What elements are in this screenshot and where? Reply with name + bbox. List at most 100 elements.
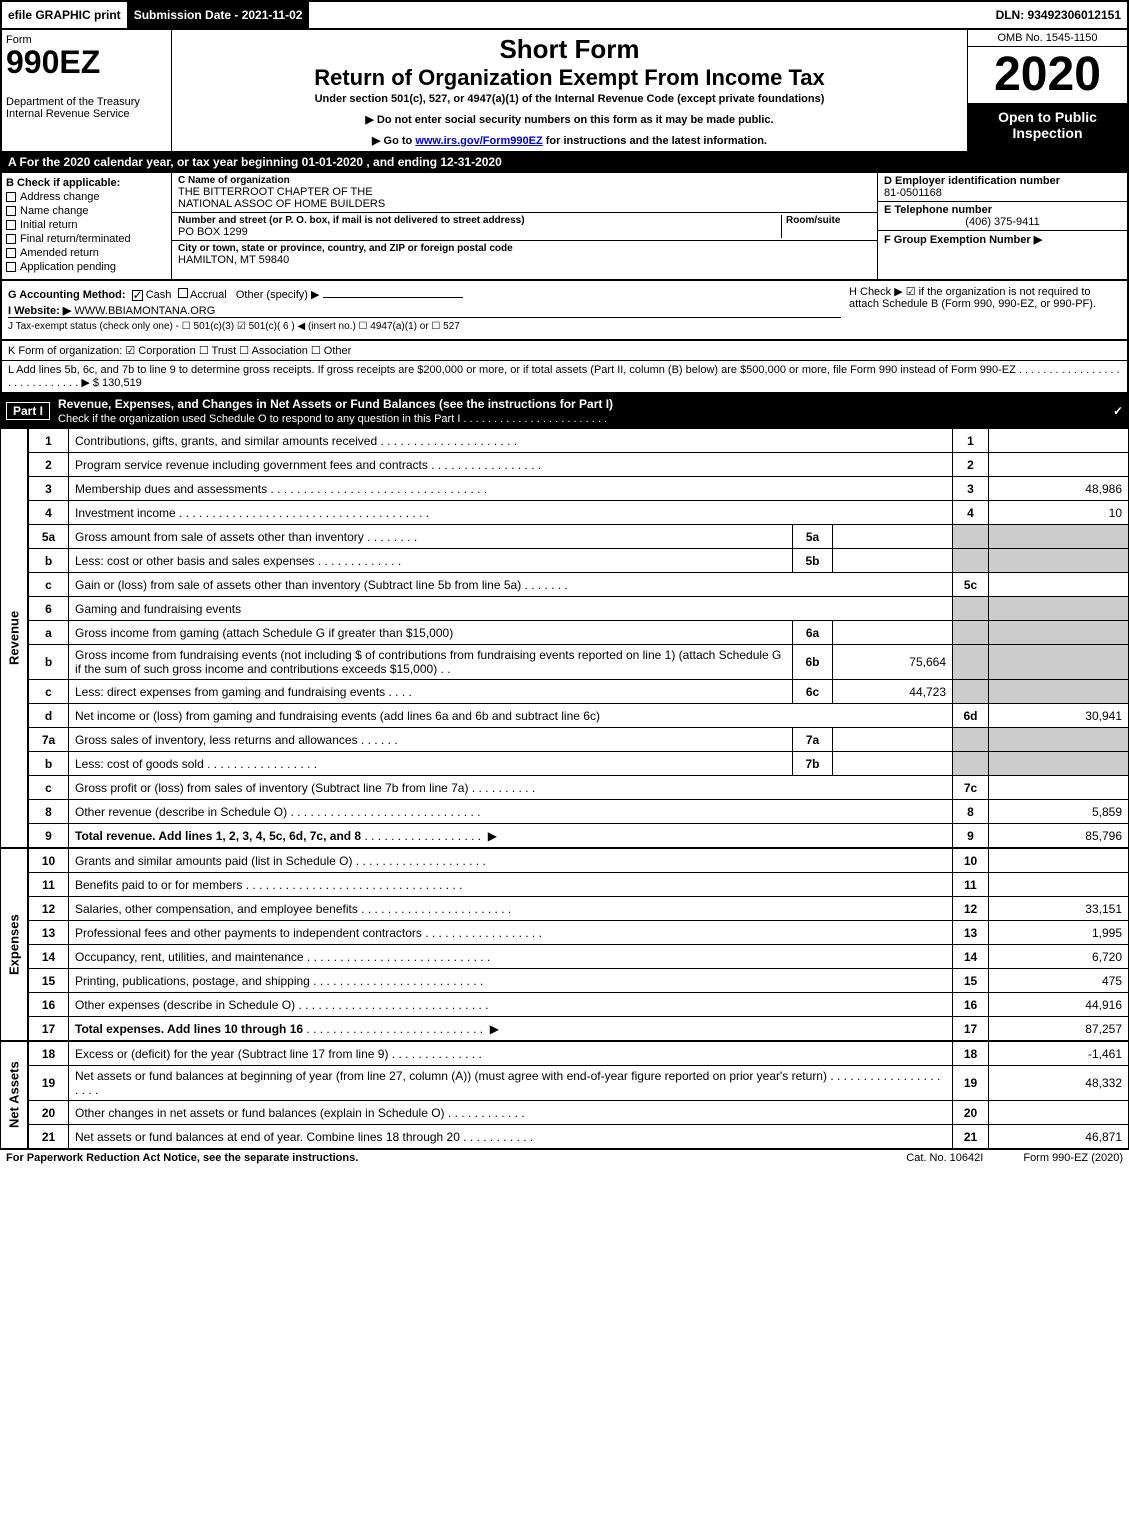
- line-desc: Contributions, gifts, grants, and simila…: [75, 434, 377, 448]
- line-desc: Excess or (deficit) for the year (Subtra…: [75, 1047, 388, 1061]
- box-b: B Check if applicable: Address change Na…: [2, 173, 172, 279]
- k-l-block: K Form of organization: ☑ Corporation ☐ …: [0, 341, 1129, 394]
- other-specify-label: Other (specify) ▶: [236, 289, 320, 301]
- line-desc: Program service revenue including govern…: [75, 458, 428, 472]
- checkbox-icon[interactable]: [6, 234, 16, 244]
- checkbox-icon[interactable]: [6, 192, 16, 202]
- line-8: 8Other revenue (describe in Schedule O) …: [29, 800, 1129, 824]
- line-20: 20Other changes in net assets or fund ba…: [29, 1101, 1129, 1125]
- group-exemption-label: F Group Exemption Number ▶: [884, 234, 1042, 246]
- check-label-text: Application pending: [20, 261, 116, 273]
- info-block: B Check if applicable: Address change Na…: [0, 173, 1129, 281]
- line-19: 19Net assets or fund balances at beginni…: [29, 1066, 1129, 1101]
- shaded-cell: [953, 549, 989, 573]
- check-label-text: Final return/terminated: [20, 233, 131, 245]
- sub-amount: [833, 752, 953, 776]
- check-label-text: Initial return: [20, 219, 77, 231]
- line-14: 14Occupancy, rent, utilities, and mainte…: [29, 945, 1129, 969]
- sub-ref: 7b: [793, 752, 833, 776]
- sub-ref: 6b: [793, 645, 833, 680]
- line-desc: Net assets or fund balances at beginning…: [75, 1069, 827, 1083]
- other-input-line[interactable]: [323, 297, 463, 298]
- line-ref: 13: [953, 921, 989, 945]
- org-name-label: C Name of organization: [178, 175, 871, 186]
- line-desc: Gain or (loss) from sale of assets other…: [75, 578, 521, 592]
- line-21: 21Net assets or fund balances at end of …: [29, 1125, 1129, 1149]
- checkbox-icon: [178, 288, 188, 298]
- line-6a: aGross income from gaming (attach Schedu…: [29, 621, 1129, 645]
- line-ref: 7c: [953, 776, 989, 800]
- line-amount: [989, 429, 1129, 453]
- line-desc: Grants and similar amounts paid (list in…: [75, 854, 352, 868]
- revenue-table: 1 Contributions, gifts, grants, and simil…: [28, 428, 1129, 848]
- form-header: Form 990EZ Department of the Treasury In…: [0, 30, 1129, 153]
- check-address-change[interactable]: Address change: [6, 191, 167, 203]
- check-name-change[interactable]: Name change: [6, 205, 167, 217]
- checkbox-icon[interactable]: [6, 248, 16, 258]
- website-value[interactable]: WWW.BBIAMONTANA.ORG: [74, 305, 215, 317]
- check-amended-return[interactable]: Amended return: [6, 247, 167, 259]
- line-desc: Other changes in net assets or fund bala…: [75, 1106, 445, 1120]
- sub-amount: 44,723: [833, 680, 953, 704]
- ein-value: 81-0501168: [884, 187, 1121, 199]
- website-label: I Website: ▶: [8, 305, 71, 317]
- check-label-text: Name change: [20, 205, 89, 217]
- g-i-j-left: G Accounting Method: Cash Accrual Other …: [8, 285, 841, 335]
- open-to-public: Open to Public Inspection: [968, 103, 1127, 151]
- irs-link[interactable]: www.irs.gov/Form990EZ: [415, 135, 542, 147]
- box-h-text: H Check ▶ ☑ if the organization is not r…: [849, 285, 1121, 310]
- line-ref: 12: [953, 897, 989, 921]
- check-application-pending[interactable]: Application pending: [6, 261, 167, 273]
- form-version: Form 990-EZ (2020): [1023, 1152, 1123, 1164]
- line-13: 13Professional fees and other payments t…: [29, 921, 1129, 945]
- revenue-side-label: Revenue: [0, 428, 28, 848]
- sub-amount: [833, 549, 953, 573]
- check-initial-return[interactable]: Initial return: [6, 219, 167, 231]
- line-7b: bLess: cost of goods sold . . . . . . . …: [29, 752, 1129, 776]
- schedule-o-checkbox[interactable]: [1112, 404, 1123, 418]
- address-value: PO BOX 1299: [178, 226, 781, 238]
- shaded-cell: [989, 728, 1129, 752]
- form-title: Return of Organization Exempt From Incom…: [180, 65, 959, 91]
- line-desc: Less: cost or other basis and sales expe…: [75, 554, 314, 568]
- sub-amount: [833, 525, 953, 549]
- line-18: 18Excess or (deficit) for the year (Subt…: [29, 1042, 1129, 1066]
- shaded-cell: [953, 728, 989, 752]
- shaded-cell: [953, 645, 989, 680]
- line-ref: 1: [953, 429, 989, 453]
- line-desc: Total revenue. Add lines 1, 2, 3, 4, 5c,…: [75, 829, 361, 843]
- omb-number: OMB No. 1545-1150: [968, 30, 1127, 47]
- shaded-cell: [989, 525, 1129, 549]
- check-final-return[interactable]: Final return/terminated: [6, 233, 167, 245]
- expenses-table: 10Grants and similar amounts paid (list …: [28, 848, 1129, 1041]
- line-ref: 21: [953, 1125, 989, 1149]
- form-number: 990EZ: [6, 46, 167, 78]
- line-desc: Less: direct expenses from gaming and fu…: [75, 685, 385, 699]
- line-ref: 4: [953, 501, 989, 525]
- line-6d: dNet income or (loss) from gaming and fu…: [29, 704, 1129, 728]
- org-name-2: NATIONAL ASSOC OF HOME BUILDERS: [178, 198, 871, 210]
- line-6c: cLess: direct expenses from gaming and f…: [29, 680, 1129, 704]
- line-desc: Total expenses. Add lines 10 through 16: [75, 1022, 303, 1036]
- line-ref: 8: [953, 800, 989, 824]
- checkbox-icon[interactable]: [6, 220, 16, 230]
- line-ref: 16: [953, 993, 989, 1017]
- check-label-text: Amended return: [20, 247, 99, 259]
- efile-print-label[interactable]: efile GRAPHIC print: [2, 2, 128, 28]
- line-10: 10Grants and similar amounts paid (list …: [29, 849, 1129, 873]
- line-desc: Gross amount from sale of assets other t…: [75, 530, 364, 544]
- part-1-label: Part I: [6, 402, 50, 420]
- line-amount: 30,941: [989, 704, 1129, 728]
- line-ref: 14: [953, 945, 989, 969]
- line-desc: Investment income: [75, 506, 176, 520]
- line-ref: 5c: [953, 573, 989, 597]
- checkbox-icon[interactable]: [6, 262, 16, 272]
- g-h-i-j-block: G Accounting Method: Cash Accrual Other …: [0, 281, 1129, 341]
- note2-post: for instructions and the latest informat…: [543, 135, 767, 147]
- line-amount: 475: [989, 969, 1129, 993]
- phone-label: E Telephone number: [884, 204, 1121, 216]
- box-j: J Tax-exempt status (check only one) - ☐…: [8, 321, 841, 332]
- checkbox-icon[interactable]: [6, 206, 16, 216]
- part-1-header: Part I Revenue, Expenses, and Changes in…: [0, 394, 1129, 428]
- line-ref: 3: [953, 477, 989, 501]
